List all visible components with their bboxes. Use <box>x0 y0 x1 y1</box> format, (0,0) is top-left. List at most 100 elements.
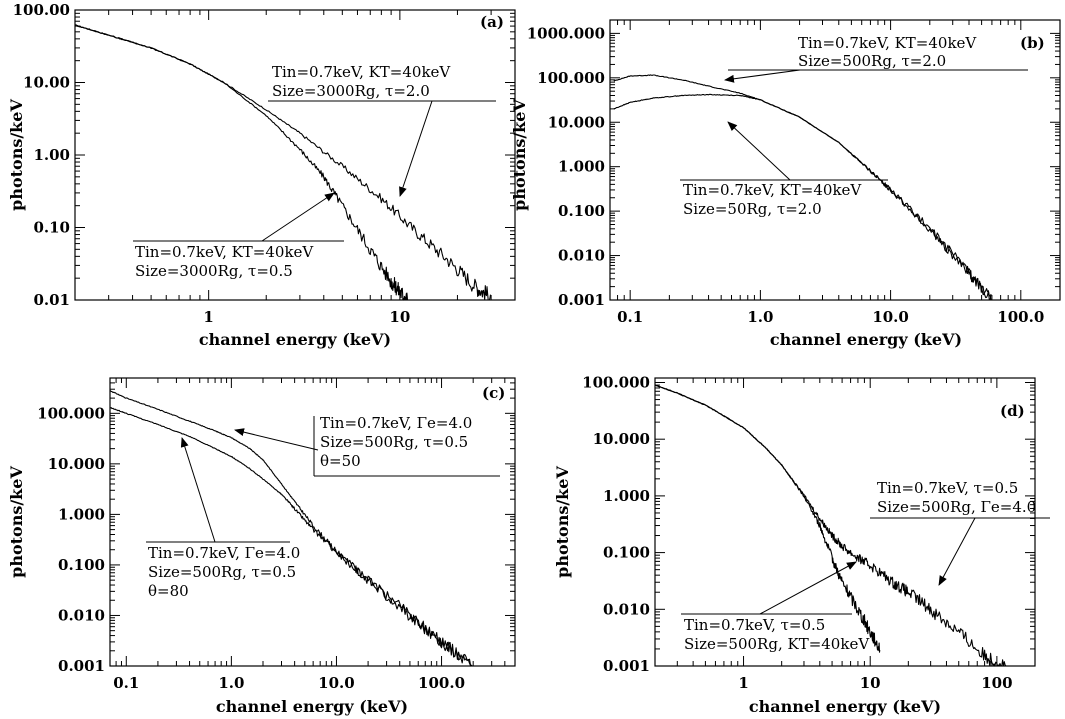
plot-frame-b <box>609 19 1061 301</box>
panel-b: (b) channel energy (keV) photons/keV 0.1… <box>510 19 1061 349</box>
x-tick-label: 1 <box>738 674 748 692</box>
annotation-d-1-arrow <box>938 517 976 586</box>
annotation-b-1-line-1: Tin=0.7keV, KT=40keV <box>798 34 977 52</box>
x-tick-label: 10 <box>389 308 410 326</box>
annotation-c-1-line-1: Tin=0.7keV, Γe=4.0 <box>320 414 472 432</box>
series-line-2 <box>74 24 409 301</box>
series-group-a <box>74 24 492 301</box>
series-line-2 <box>109 406 473 667</box>
y-tick-label: 0.010 <box>558 247 605 265</box>
y-tick-label: 0.100 <box>603 544 650 562</box>
y-tick-label: 10.000 <box>548 113 605 131</box>
annotation-c-1-arrow <box>234 428 319 451</box>
y-tick-label: 0.001 <box>58 657 105 675</box>
annotation-a-2: Tin=0.7keV, KT=40keV Size=3000Rg, τ=0.5 <box>133 192 344 280</box>
y-tick-label: 100.000 <box>37 404 105 422</box>
y-tick-label: 1.00 <box>33 146 70 164</box>
series-line-2 <box>654 384 881 653</box>
panel-label-a: (a) <box>480 13 504 31</box>
y-tick-label: 100.000 <box>582 373 650 391</box>
series-group-d <box>654 384 1007 667</box>
x-axis-title-b: channel energy (keV) <box>770 330 962 349</box>
annotation-b-2-line-1: Tin=0.7keV, KT=40keV <box>683 181 862 199</box>
x-tick-label: 1.0 <box>747 308 773 326</box>
y-tick-label: 100.000 <box>537 69 605 87</box>
y-tick-label: 0.010 <box>603 600 650 618</box>
annotation-a-2-line-1: Tin=0.7keV, KT=40keV <box>135 243 314 261</box>
annotation-b-2: Tin=0.7keV, KT=40keV Size=50Rg, τ=2.0 <box>680 121 888 218</box>
x-tick-label: 0.1 <box>113 674 139 692</box>
y-tick-label: 0.100 <box>558 202 605 220</box>
ticks-a: 1 10 100.00 10.00 1.00 0.10 0.01 <box>13 1 516 326</box>
y-tick-label: 1.000 <box>58 505 105 523</box>
annotation-d-1-line-1: Tin=0.7keV, τ=0.5 <box>877 479 1018 497</box>
annotation-a-1-line-2: Size=3000Rg, τ=2.0 <box>272 82 430 100</box>
y-tick-label: 100.00 <box>13 1 70 19</box>
ticks-c: 0.1 1.0 10.0 100.0 100.000 10.000 1.000 0.100 0.… <box>37 377 516 692</box>
y-axis-title-b: photons/keV <box>510 99 529 211</box>
annotation-c-2-line-2: Size=500Rg, τ=0.5 <box>148 563 296 581</box>
panel-label-d: (d) <box>1000 402 1025 420</box>
series-line-2 <box>613 93 992 301</box>
y-tick-label: 10.000 <box>593 430 650 448</box>
annotation-a-1-line-1: Tin=0.7keV, KT=40keV <box>272 63 451 81</box>
x-tick-label: 1 <box>203 308 213 326</box>
panel-label-b: (b) <box>1020 34 1045 52</box>
annotation-c-2-arrow <box>180 437 216 543</box>
panel-c: (c) channel energy (keV) photons/keV 0.1… <box>7 377 516 716</box>
y-tick-label: 10.000 <box>48 455 105 473</box>
x-axis-title-a: channel energy (keV) <box>199 330 391 349</box>
x-tick-label: 100.0 <box>418 674 465 692</box>
annotation-c-2: Tin=0.7keV, Γe=4.0 Size=500Rg, τ=0.5 θ=8… <box>146 437 300 600</box>
panel-a: (a) channel energy (keV) photons/keV 1 10… <box>7 1 516 349</box>
x-tick-label: 0.1 <box>617 308 643 326</box>
ticks-d: 1 10 100 100.000 10.000 1.000 0.100 0.010 0.001 <box>582 373 1036 692</box>
annotation-b-1-arrow <box>724 69 801 83</box>
x-tick-label: 100.0 <box>997 308 1044 326</box>
y-tick-label: 1.000 <box>603 487 650 505</box>
y-tick-label: 1.000 <box>558 158 605 176</box>
annotation-a-1: Tin=0.7keV, KT=40keV Size=3000Rg, τ=2.0 <box>268 63 496 197</box>
y-tick-label: 1000.000 <box>527 24 605 42</box>
x-tick-label: 10 <box>860 674 881 692</box>
y-tick-label: 0.001 <box>603 657 650 675</box>
x-axis-title-d: channel energy (keV) <box>749 697 941 716</box>
y-tick-label: 0.10 <box>33 219 70 237</box>
annotation-b-2-line-2: Size=50Rg, τ=2.0 <box>683 200 822 218</box>
panel-d: (d) channel energy (keV) photons/keV 1 10… <box>553 373 1050 716</box>
annotation-c-1-line-3: θ=50 <box>320 452 361 470</box>
annotation-a-2-line-2: Size=3000Rg, τ=0.5 <box>135 262 293 280</box>
y-tick-label: 0.001 <box>558 291 605 309</box>
panel-label-c: (c) <box>482 384 505 402</box>
annotation-c-2-line-1: Tin=0.7keV, Γe=4.0 <box>148 544 300 562</box>
annotation-d-2-line-1: Tin=0.7keV, τ=0.5 <box>684 616 825 634</box>
annotation-b-1-line-2: Size=500Rg, τ=2.0 <box>798 52 946 70</box>
y-axis-title-d: photons/keV <box>553 466 572 578</box>
annotation-b-1: Tin=0.7keV, KT=40keV Size=500Rg, τ=2.0 <box>724 34 1028 83</box>
plot-frame-d <box>654 377 1036 667</box>
x-axis-title-c: channel energy (keV) <box>216 697 408 716</box>
y-tick-label: 0.100 <box>58 556 105 574</box>
annotation-d-2-line-2: Size=500Rg, KT=40keV <box>684 635 870 653</box>
series-line-1 <box>109 390 473 667</box>
annotation-a-2-arrow <box>261 192 335 242</box>
annotation-c-1: Tin=0.7keV, Γe=4.0 Size=500Rg, τ=0.5 θ=5… <box>234 414 500 477</box>
y-tick-label: 0.01 <box>33 291 70 309</box>
annotation-d-2-arrow <box>759 561 857 615</box>
annotation-c-1-line-2: Size=500Rg, τ=0.5 <box>320 433 468 451</box>
x-tick-label: 100 <box>981 674 1012 692</box>
y-tick-label: 10.00 <box>23 74 70 92</box>
x-tick-label: 10.0 <box>872 308 909 326</box>
annotation-d-2: Tin=0.7keV, τ=0.5 Size=500Rg, KT=40keV <box>681 561 870 653</box>
y-axis-title-c: photons/keV <box>7 466 26 578</box>
ticks-b: 0.1 1.0 10.0 100.0 1000.000 100.000 10.000 1.00… <box>527 19 1061 326</box>
annotation-d-1-line-2: Size=500Rg, Γe=4.0 <box>877 498 1036 516</box>
annotation-b-2-arrow <box>727 121 791 181</box>
series-group-b <box>613 74 992 301</box>
annotation-d-1: Tin=0.7keV, τ=0.5 Size=500Rg, Γe=4.0 <box>870 479 1050 586</box>
annotation-a-1-arrow <box>399 100 433 197</box>
y-axis-title-a: photons/keV <box>7 99 26 211</box>
y-tick-label: 0.010 <box>58 606 105 624</box>
x-tick-label: 1.0 <box>218 674 244 692</box>
